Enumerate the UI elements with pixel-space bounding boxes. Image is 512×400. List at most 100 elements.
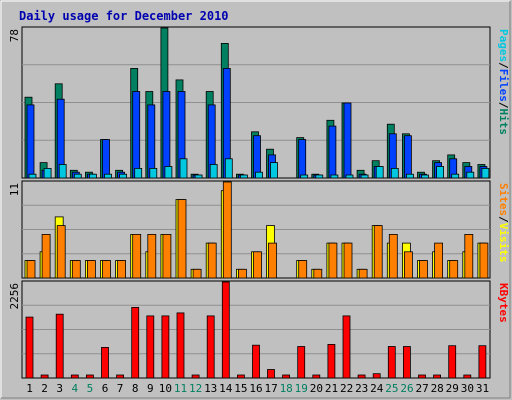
chart-title: Daily usage for December 2010 [19,9,229,23]
bar-pages-day-30 [466,171,475,179]
x-tick-label: 11 [174,382,187,395]
bar-pages-day-14 [224,158,233,179]
x-tick-label: 4 [71,382,78,395]
bar-pages-day-4 [73,173,82,179]
bar-kbytes-day-23 [357,374,366,379]
series-label-files: Files [497,69,510,102]
bar-pages-day-23 [360,174,369,179]
bar-pages-day-21 [330,174,339,179]
bar-kbytes-day-18 [282,374,291,379]
bar-kbytes-day-24 [372,373,381,379]
bar-pages-day-6 [104,173,112,179]
bar-pages-day-7 [119,173,127,179]
bar-kbytes-day-5 [86,374,94,379]
bar-sites-day-23 [358,268,368,279]
x-tick-label: 31 [476,382,489,395]
bar-pages-day-25 [390,167,399,179]
x-tick-label: 29 [446,382,459,395]
bar-sites-day-26 [403,251,413,279]
bar-kbytes-day-1 [25,316,34,379]
bar-sites-day-22 [343,242,353,279]
panel-kbytes: 2256 KBytes [8,280,510,379]
bar-pages-day-26 [405,173,414,179]
bar-pages-day-10 [164,166,173,179]
panel-hits-files-pages: 78 Pages/Files/Hits [8,26,510,179]
bar-kbytes-day-20 [312,374,321,379]
series-label-hits: Hits [497,109,510,136]
bar-sites-day-20 [313,268,323,279]
x-tick-label: 22 [340,382,353,395]
bar-kbytes-day-22 [342,315,351,379]
bar-kbytes-day-30 [463,374,472,379]
x-tick-label: 16 [249,382,262,395]
y-series-labels: Sites/Visits [497,183,510,263]
bar-sites-day-30 [464,233,474,279]
x-tick-label: 7 [117,382,124,395]
x-tick-label: 20 [310,382,323,395]
bar-files-day-19 [298,139,307,179]
bar-kbytes-day-27 [418,374,426,379]
label-separator: / [497,62,510,69]
bar-files-day-10 [162,91,171,179]
bar-sites-day-4 [71,260,81,279]
bar-pages-day-17 [270,162,278,179]
series-label-kbytes: KBytes [497,283,510,323]
series-label-pages: Pages [497,29,510,62]
y-max-label: 2256 [8,283,21,310]
bar-files-day-22 [343,102,352,179]
x-tick-label: 24 [370,382,384,395]
bar-kbytes-day-6 [101,346,109,379]
y-max-label: 78 [8,29,21,42]
y-series-labels: KBytes [497,283,510,323]
bar-sites-day-19 [298,260,308,279]
x-tick-label: 1 [26,382,33,395]
bar-kbytes-day-29 [448,345,457,379]
bar-sites-day-12 [192,268,202,279]
bar-kbytes-day-11 [176,312,185,379]
label-separator: / [497,216,510,223]
bar-sites-day-29 [449,260,459,279]
bar-kbytes-day-10 [161,315,170,379]
bar-pages-day-8 [134,167,143,179]
bar-files-day-21 [328,125,337,179]
x-tick-label: 23 [355,382,368,395]
bar-sites-day-15 [237,268,247,279]
bar-files-day-1 [26,104,35,179]
bar-files-day-8 [132,91,141,179]
bar-sites-day-5 [87,260,96,279]
x-tick-label: 27 [415,382,428,395]
bar-sites-day-16 [253,251,262,279]
x-tick-label: 26 [400,382,413,395]
bar-kbytes-day-9 [146,315,155,379]
bar-pages-day-28 [436,166,445,179]
x-tick-label: 30 [461,382,474,395]
bar-pages-day-3 [58,164,67,179]
x-tick-label: 10 [159,382,172,395]
bar-sites-day-31 [479,242,489,279]
x-tick-label: 28 [431,382,444,395]
series-kbytes [25,281,487,379]
bar-kbytes-day-16 [252,344,260,379]
bar-kbytes-day-3 [55,313,64,379]
bar-files-day-6 [102,139,110,179]
bar-pages-day-27 [421,174,429,179]
bar-kbytes-day-14 [221,281,230,379]
bar-kbytes-day-13 [206,315,215,379]
bar-sites-day-17 [268,242,277,279]
bar-pages-day-12 [194,174,203,179]
x-tick-label: 17 [264,382,277,395]
bar-files-day-9 [147,104,156,179]
bar-sites-day-6 [102,260,111,279]
bar-kbytes-day-28 [433,374,442,379]
bar-files-day-26 [403,135,412,179]
bar-pages-day-5 [89,173,97,179]
bar-sites-day-3 [56,225,66,279]
bar-sites-day-8 [132,233,142,279]
bar-kbytes-day-15 [236,374,245,379]
x-tick-label: 21 [325,382,338,395]
bar-sites-day-11 [177,199,187,279]
bar-pages-day-15 [239,174,248,179]
bar-pages-day-13 [209,164,218,179]
bar-pages-day-2 [43,167,52,179]
